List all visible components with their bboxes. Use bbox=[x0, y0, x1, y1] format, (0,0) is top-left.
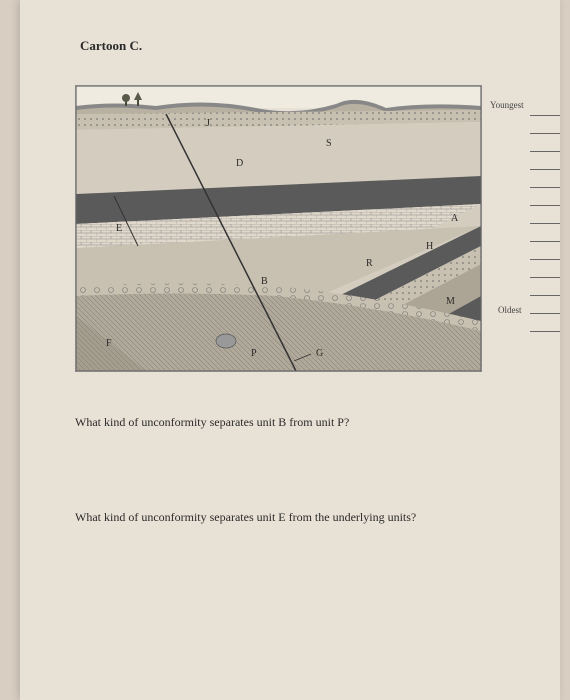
answer-blank-line bbox=[530, 319, 560, 332]
answer-blank-line bbox=[530, 265, 560, 278]
answer-blank-line bbox=[530, 103, 560, 116]
answer-blank-line bbox=[530, 139, 560, 152]
svg-text:D: D bbox=[236, 158, 243, 169]
answer-blank-line bbox=[530, 121, 560, 134]
youngest-label: Youngest bbox=[490, 100, 524, 110]
answer-blank-line bbox=[530, 301, 560, 314]
svg-text:S: S bbox=[326, 138, 332, 149]
svg-text:F: F bbox=[106, 338, 112, 349]
answer-blank-line bbox=[530, 247, 560, 260]
question-1: What kind of unconformity separates unit… bbox=[75, 415, 349, 430]
svg-text:R: R bbox=[366, 258, 373, 269]
svg-text:P: P bbox=[251, 348, 257, 359]
answer-blank-line bbox=[530, 175, 560, 188]
svg-text:M: M bbox=[446, 296, 455, 307]
answer-blank-line bbox=[530, 283, 560, 296]
answer-blank-line bbox=[530, 229, 560, 242]
geology-diagram: J S D E A H R B M F P G bbox=[75, 85, 480, 370]
svg-text:A: A bbox=[451, 213, 459, 224]
svg-text:E: E bbox=[116, 223, 122, 234]
answer-blank-line bbox=[530, 157, 560, 170]
answer-blank-line bbox=[530, 193, 560, 206]
svg-text:H: H bbox=[426, 241, 433, 252]
svg-text:G: G bbox=[316, 348, 323, 359]
oldest-label: Oldest bbox=[498, 305, 522, 315]
worksheet-page: Cartoon C. bbox=[20, 0, 560, 700]
answer-blank-line bbox=[530, 211, 560, 224]
cartoon-title: Cartoon C. bbox=[80, 38, 142, 54]
svg-text:B: B bbox=[261, 276, 268, 287]
cross-section-svg: J S D E A H R B M F P G bbox=[75, 85, 482, 372]
answer-blanks bbox=[530, 103, 560, 332]
question-2: What kind of unconformity separates unit… bbox=[75, 510, 416, 525]
svg-text:J: J bbox=[206, 118, 210, 129]
